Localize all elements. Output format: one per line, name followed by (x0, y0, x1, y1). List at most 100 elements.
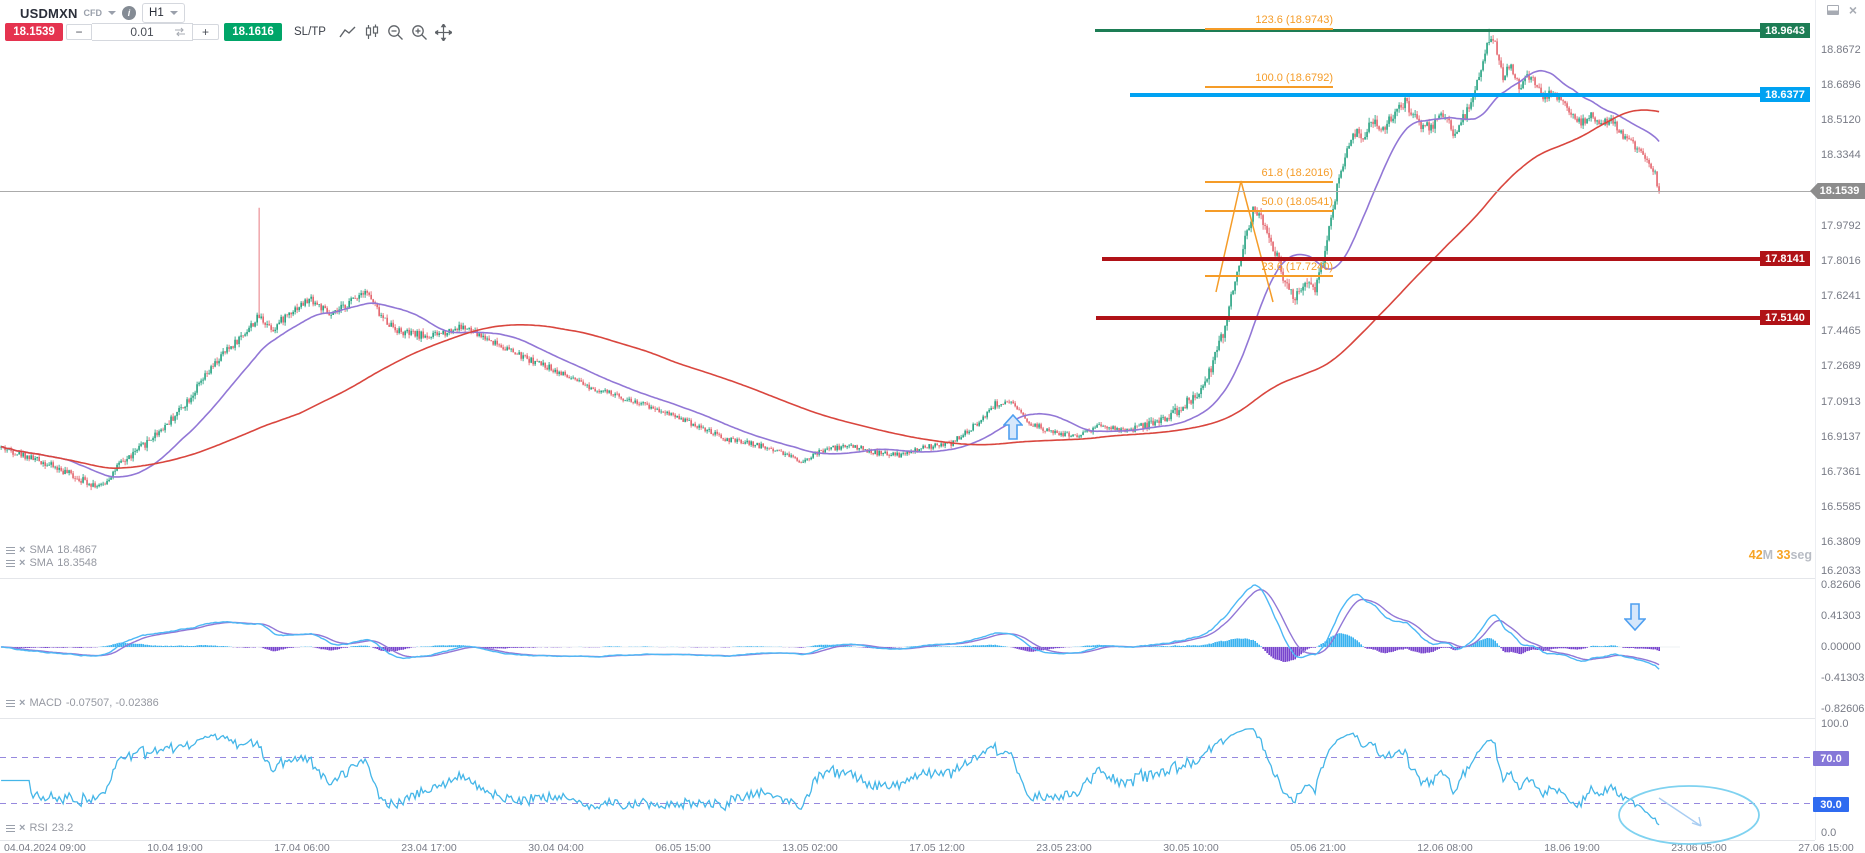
chart-canvas[interactable] (0, 0, 1815, 840)
zoom-in-icon[interactable] (410, 23, 430, 41)
sma1-legend: × SMA 18.4867 (6, 544, 97, 556)
key-level-price-badge: 17.5140 (1760, 310, 1810, 325)
minimize-window-icon[interactable] (1826, 4, 1840, 16)
symbol-dropdown-caret-icon[interactable] (108, 11, 117, 15)
time-axis-label: 23.06 05:00 (1671, 842, 1727, 853)
time-axis-label: 23.04 17:00 (401, 842, 457, 853)
price-axis-tick: 17.0913 (1821, 396, 1861, 408)
sltp-button[interactable]: SL/TP (294, 26, 326, 38)
volume-sync-icon[interactable] (174, 27, 186, 37)
price-axis-tick: 17.6241 (1821, 290, 1861, 302)
line-chart-type-icon[interactable] (338, 23, 358, 41)
volume-decrease-button[interactable]: − (66, 24, 92, 40)
key-level-price-badge: 17.8141 (1760, 251, 1810, 266)
candle-countdown: 42M 33seg (1642, 548, 1812, 562)
price-axis-tick: 16.9137 (1821, 431, 1861, 443)
fibonacci-level-label: 50.0 (18.0541) (1261, 196, 1333, 208)
timeframe-caret-icon (169, 11, 178, 15)
key-level-line (1102, 257, 1760, 261)
time-axis-label: 04.04.2024 09:00 (4, 842, 86, 853)
sma2-label: SMA (29, 557, 54, 569)
indicator-remove-icon[interactable]: × (19, 543, 26, 556)
indicator-settings-icon[interactable] (6, 546, 15, 554)
timeframe-dropdown[interactable]: H1 (142, 3, 185, 23)
indicator-settings-icon[interactable] (6, 559, 15, 567)
time-axis-label: 17.05 12:00 (909, 842, 965, 853)
rsi-value: 23.2 (51, 822, 74, 834)
time-axis-label: 27.06 15:00 (1798, 842, 1854, 853)
sma2-value: 18.3548 (57, 557, 98, 569)
time-axis-label: 05.06 21:00 (1290, 842, 1346, 853)
price-axis-tick: 16.2033 (1821, 565, 1861, 577)
rsi-label: RSI (29, 822, 48, 834)
rsi-oversold-ellipse (1618, 785, 1760, 845)
macd-axis-tick: -0.82606 (1821, 703, 1865, 715)
key-level-line (1095, 29, 1760, 32)
macd-axis-tick: 0.00000 (1821, 641, 1861, 653)
macd-axis-tick: 0.82606 (1821, 579, 1861, 591)
rsi-lower-band-badge: 30.0 (1813, 797, 1849, 812)
rsi-axis-tick: 100.0 (1821, 718, 1849, 730)
buy-signal-up-arrow-icon (1003, 414, 1023, 440)
macd-label: MACD (29, 697, 62, 709)
price-axis-tick: 16.5585 (1821, 501, 1861, 513)
price-axis-tick: 18.8672 (1821, 44, 1861, 56)
axis-separator (1815, 0, 1816, 840)
sell-button[interactable]: 18.1539 (5, 23, 63, 41)
buy-button[interactable]: 18.1616 (224, 23, 282, 41)
fibonacci-level-line (1205, 86, 1333, 88)
sma2-legend: × SMA 18.3548 (6, 557, 97, 569)
countdown-seconds: 33 (1776, 548, 1791, 562)
indicator-settings-icon[interactable] (6, 824, 15, 832)
sell-signal-down-arrow-icon (1624, 603, 1646, 631)
fibonacci-level-label: 123.6 (18.9743) (1255, 14, 1333, 26)
fibonacci-level-line (1205, 275, 1333, 277)
volume-input[interactable]: 0.01 (92, 23, 193, 41)
indicator-remove-icon[interactable]: × (19, 556, 26, 569)
rsi-legend: × RSI 23.2 (6, 822, 73, 834)
trade-panel: 18.1539 − 0.01 + 18.1616 SL/TP (5, 23, 456, 41)
zoom-out-icon[interactable] (386, 23, 406, 41)
time-axis-label: 17.04 06:00 (274, 842, 330, 853)
pane-separator (0, 578, 1815, 579)
price-axis-tick: 18.3344 (1821, 149, 1861, 161)
countdown-seconds-unit: seg (1790, 548, 1812, 562)
fibonacci-level-label: 23.6 (17.7240) (1261, 261, 1333, 273)
rsi-axis-tick: 0.0 (1821, 827, 1837, 839)
sma1-label: SMA (29, 544, 54, 556)
instrument-type-label: CFD (83, 8, 103, 18)
volume-value: 0.01 (130, 25, 154, 39)
key-level-line (1130, 93, 1760, 97)
price-axis-tick: 17.8016 (1821, 255, 1861, 267)
fibonacci-level-line (1205, 181, 1333, 183)
macd-axis-tick: 0.41303 (1821, 610, 1861, 622)
symbol-name: USDMXN (20, 5, 78, 21)
time-axis-label: 30.04 04:00 (528, 842, 584, 853)
sma1-value: 18.4867 (57, 544, 98, 556)
key-level-price-badge: 18.6377 (1760, 87, 1810, 102)
indicator-settings-icon[interactable] (6, 699, 15, 707)
pan-move-icon[interactable] (434, 23, 454, 41)
fibonacci-level-line (1205, 28, 1333, 30)
time-axis-label: 13.05 02:00 (782, 842, 838, 853)
price-axis-tick: 17.9792 (1821, 220, 1861, 232)
close-window-icon[interactable]: × (1848, 2, 1858, 18)
time-axis-label: 12.06 08:00 (1417, 842, 1473, 853)
indicator-remove-icon[interactable]: × (19, 821, 26, 834)
time-axis-label: 10.04 19:00 (147, 842, 203, 853)
price-axis-tick: 18.5120 (1821, 114, 1861, 126)
key-level-line (1096, 316, 1760, 320)
price-axis-tick: 16.7361 (1821, 466, 1861, 478)
indicator-remove-icon[interactable]: × (19, 696, 26, 709)
fibonacci-level-label: 61.8 (18.2016) (1261, 167, 1333, 179)
candlestick-chart-type-icon[interactable] (362, 23, 382, 41)
info-icon[interactable]: i (122, 6, 137, 20)
current-price-line (0, 191, 1815, 192)
fibonacci-level-line (1205, 210, 1333, 212)
rsi-upper-band-badge: 70.0 (1813, 751, 1849, 766)
volume-increase-button[interactable]: + (193, 24, 219, 40)
time-axis-label: 06.05 15:00 (655, 842, 711, 853)
macd-legend: × MACD -0.07507, -0.02386 (6, 697, 159, 709)
pane-separator (0, 840, 1815, 841)
